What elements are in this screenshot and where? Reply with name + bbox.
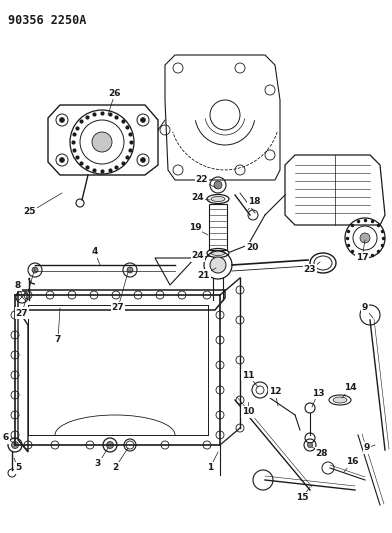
Text: 14: 14 — [344, 384, 356, 392]
Text: 10: 10 — [242, 408, 254, 416]
Text: 26: 26 — [109, 88, 121, 98]
Text: 28: 28 — [316, 448, 328, 457]
Text: 16: 16 — [346, 457, 358, 466]
Circle shape — [11, 441, 18, 448]
Text: 15: 15 — [296, 494, 308, 503]
Circle shape — [60, 157, 65, 163]
Text: 13: 13 — [312, 389, 324, 398]
Ellipse shape — [211, 197, 225, 201]
Text: 24: 24 — [192, 193, 204, 203]
Circle shape — [360, 233, 370, 243]
Circle shape — [92, 132, 112, 152]
Text: 24: 24 — [192, 252, 204, 261]
Circle shape — [214, 181, 222, 189]
Text: 22: 22 — [196, 175, 208, 184]
Text: 17: 17 — [356, 254, 368, 262]
Text: 19: 19 — [189, 223, 201, 232]
Text: 27: 27 — [112, 303, 124, 312]
Text: 3: 3 — [95, 459, 101, 469]
Circle shape — [210, 257, 226, 273]
Circle shape — [107, 441, 114, 448]
Text: 90356 2250A: 90356 2250A — [8, 14, 86, 27]
Circle shape — [307, 442, 312, 448]
Ellipse shape — [211, 251, 225, 255]
Text: 23: 23 — [304, 265, 316, 274]
Circle shape — [140, 117, 145, 123]
Text: 9: 9 — [364, 443, 370, 453]
Text: 20: 20 — [246, 244, 258, 253]
Text: 18: 18 — [248, 198, 260, 206]
Circle shape — [127, 267, 133, 273]
Text: 11: 11 — [242, 370, 254, 379]
Text: 6: 6 — [3, 433, 9, 442]
Text: 1: 1 — [207, 464, 213, 472]
Text: 4: 4 — [92, 247, 98, 256]
Circle shape — [60, 117, 65, 123]
Text: 27: 27 — [16, 309, 28, 318]
Text: 12: 12 — [269, 387, 281, 397]
Text: 8: 8 — [15, 280, 21, 289]
Text: 9: 9 — [362, 303, 368, 312]
Circle shape — [140, 157, 145, 163]
Text: 21: 21 — [198, 271, 210, 279]
Text: 5: 5 — [15, 464, 21, 472]
Text: 2: 2 — [112, 464, 118, 472]
Text: 7: 7 — [55, 335, 61, 344]
Ellipse shape — [333, 397, 347, 403]
Circle shape — [32, 267, 38, 273]
Text: 25: 25 — [24, 207, 36, 216]
